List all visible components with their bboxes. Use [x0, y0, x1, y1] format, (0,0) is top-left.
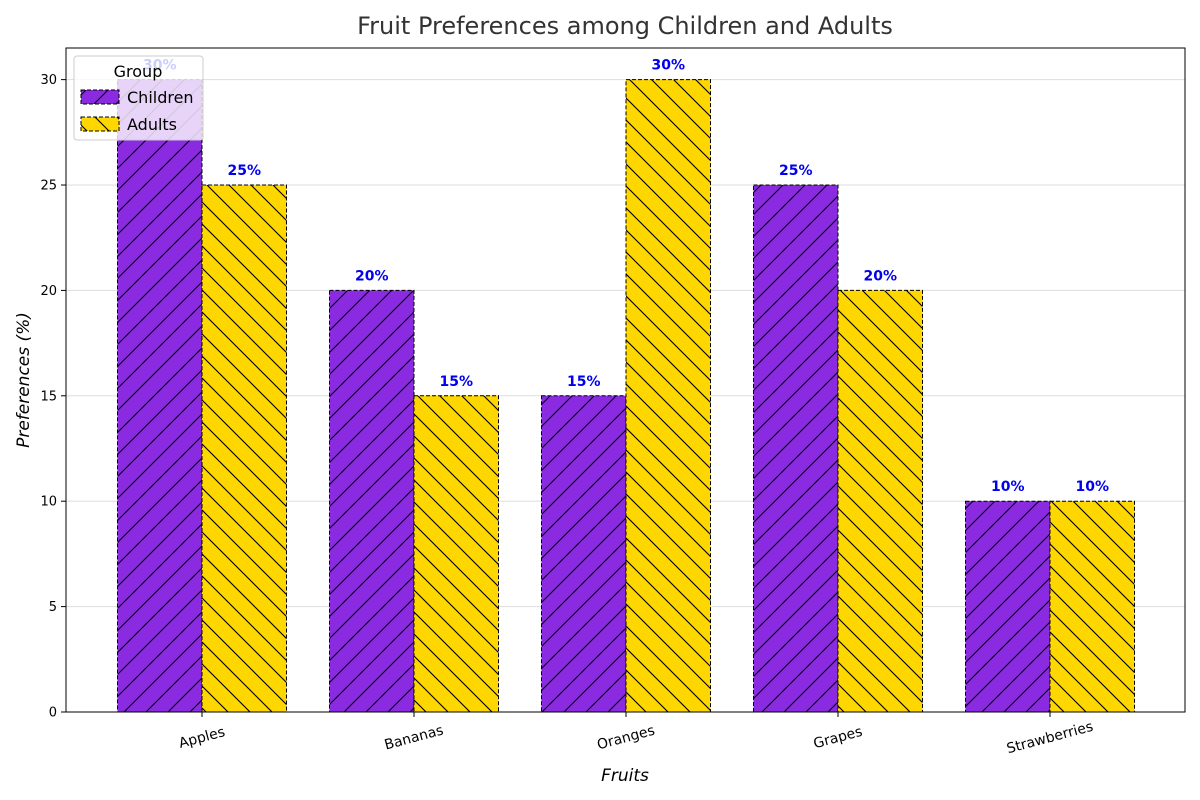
legend-label-adults: Adults	[127, 115, 177, 134]
y-tick-label: 30	[40, 73, 57, 88]
bar-hatch	[541, 395, 627, 713]
bar-hatch	[965, 500, 1051, 713]
bars	[117, 79, 1135, 713]
data-label-adults-apples: 25%	[227, 163, 261, 179]
legend-swatch-adults-hatch	[80, 116, 120, 132]
legend: Group Children Adults	[73, 55, 204, 141]
y-tick-label: 20	[40, 284, 57, 299]
legend-swatch-children-hatch	[80, 89, 120, 105]
y-axis-label: Preferences (%)	[14, 312, 34, 448]
chart-title: Fruit Preferences among Children and Adu…	[357, 12, 893, 40]
y-tick-label: 10	[40, 495, 57, 510]
x-tick-label: Grapes	[812, 724, 864, 752]
x-axis-ticks: Apples Bananas Oranges Grapes Strawberries	[177, 712, 1095, 757]
x-axis-label: Fruits	[601, 766, 649, 786]
data-label-children-bananas: 20%	[355, 268, 389, 284]
y-tick-label: 25	[40, 179, 57, 194]
bar-hatch	[413, 395, 499, 713]
data-label-adults-strawberries: 10%	[1075, 479, 1109, 495]
y-tick-label: 5	[49, 600, 57, 615]
bar-hatch	[329, 289, 415, 713]
data-label-children-grapes: 25%	[779, 163, 813, 179]
bar-hatch	[1049, 500, 1135, 713]
x-tick-label: Oranges	[595, 723, 656, 754]
y-tick-label: 15	[40, 389, 57, 404]
x-tick-label: Bananas	[383, 722, 445, 753]
bar-hatch	[753, 184, 839, 713]
legend-title: Group	[114, 62, 163, 81]
bar-hatch	[625, 79, 711, 713]
data-label-children-strawberries: 10%	[991, 479, 1025, 495]
x-tick-label: Strawberries	[1005, 719, 1095, 757]
y-tick-label: 0	[49, 706, 57, 721]
bar-hatch	[117, 79, 203, 713]
data-label-adults-oranges: 30%	[651, 58, 685, 74]
bar-hatch	[201, 184, 287, 713]
legend-label-children: Children	[127, 88, 194, 107]
y-axis-ticks: 0 5 10 15 20 25 30	[40, 73, 66, 721]
x-tick-label: Apples	[177, 724, 227, 752]
data-label-adults-bananas: 15%	[439, 374, 473, 390]
data-label-children-oranges: 15%	[567, 374, 601, 390]
data-label-adults-grapes: 20%	[863, 268, 897, 284]
bar-hatch	[837, 289, 923, 713]
